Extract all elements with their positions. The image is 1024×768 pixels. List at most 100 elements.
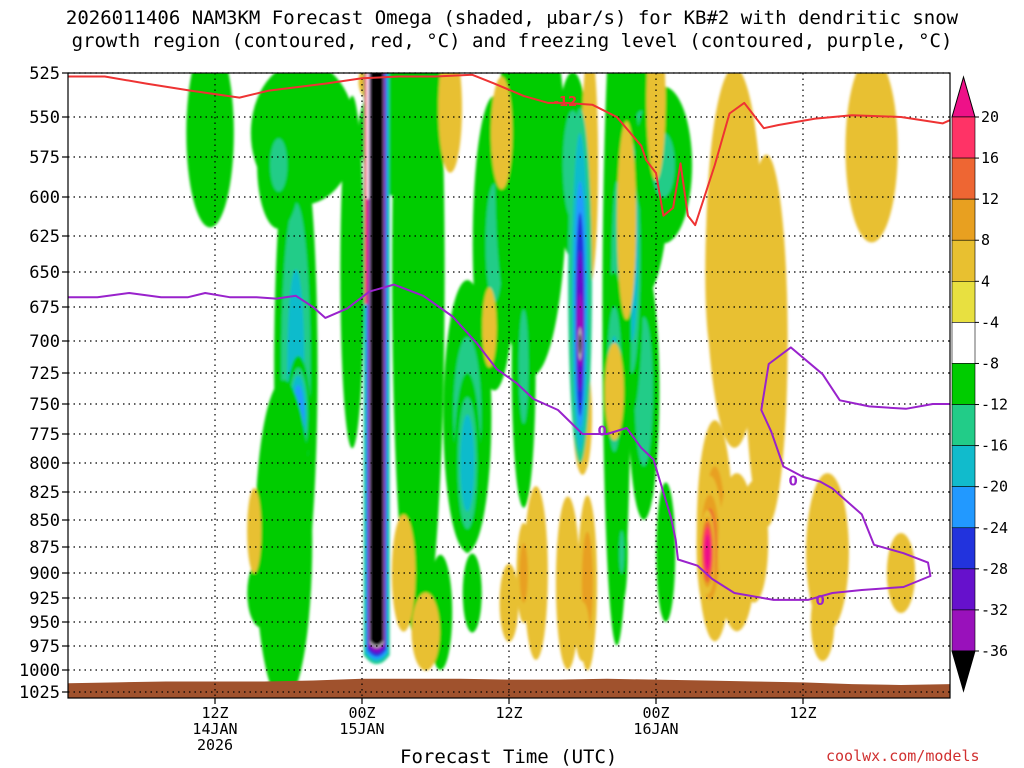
chart-title-line-2: growth region (contoured, red, °C) and f… [71,30,953,52]
y-tick-label: 700 [29,332,60,352]
colorbar-segment [951,363,976,405]
x-tick-label: 15JAN [339,720,384,738]
omega-shade [646,73,666,181]
x-axis-title: Forecast Time (UTC) [400,746,618,768]
omega-shade [462,553,482,633]
dendritic-snow-growth-region-contour [68,73,950,227]
colorbar-low-triangle [951,650,976,693]
omega-shade [482,287,497,368]
y-tick-label: 900 [29,564,60,584]
omega-shade [340,95,365,449]
omega-shade [411,592,440,671]
omega-column-shade [366,73,369,199]
omega-column-shade [364,73,368,304]
colorbar-label: 8 [981,231,990,249]
y-tick-label: 1000 [19,661,60,681]
colorbar-label: -16 [981,437,1008,455]
y-tick-label: 600 [29,188,60,208]
colorbar-label: -28 [981,560,1008,578]
colorbar-segment [951,609,976,652]
y-tick-label: 800 [29,454,60,474]
x-tick-label: 2026 [197,736,233,754]
colorbar-segment [951,157,976,200]
y-tick-label: 925 [29,589,60,609]
terrain [68,678,950,698]
colorbar-segment [951,445,976,487]
credit-text: coolwx.com/models [826,747,980,765]
colorbar-label: 16 [981,149,999,167]
terrain-fill [68,678,950,698]
colorbar-segment [951,568,976,611]
omega-shade [254,380,313,698]
x-tick-label: 16JAN [633,720,678,738]
omega-shade [739,480,769,603]
colorbar: 20 16 12 8 4 -4 -8 -12 -16 -20 -24 -28 -32 -36 [951,75,1008,693]
colorbar-label: -20 [981,478,1008,496]
colorbar-segment [951,486,976,529]
colorbar-label: -12 [981,396,1008,414]
omega-shade [575,601,590,662]
colorbar-label: -24 [981,519,1008,537]
axes: 525 550 575 600 625 650 675 700 725 750 775 800 825 8… [19,64,951,754]
colorbar-label: -36 [981,642,1008,660]
omega-shade [617,121,637,320]
colorbar-segment [951,404,976,446]
x-tick-label: 00Z [348,704,375,722]
omega-shade [519,543,528,603]
colorbar-label: -32 [981,601,1008,619]
chart-title-line-1: 2026011406 NAM3KM Forecast Omega (shaded… [65,7,959,29]
omega-shade [518,309,529,424]
omega-column-shade [578,334,582,354]
y-tick-label: 775 [29,425,60,445]
y-tick-label: 550 [29,108,60,128]
y-tick-label: 575 [29,148,60,168]
y-tick-label: 875 [29,538,60,558]
omega-shade [186,73,234,228]
colorbar-segment [951,527,976,570]
y-tick-label: 625 [29,227,60,247]
y-tick-label: 850 [29,511,60,531]
omega-shade [604,342,624,441]
omega-shade [886,532,916,614]
omega-shade [555,496,580,670]
contour-label: -12 [554,95,578,110]
y-tick-label: 675 [29,298,60,318]
colorbar-high-triangle [951,75,976,118]
y-tick-label: 975 [29,637,60,657]
omega-shade [438,73,463,173]
omega-shade [845,73,898,243]
x-tick-label: 14JAN [192,720,237,738]
x-tick-label: 00Z [642,704,669,722]
omega-shade [499,563,519,642]
y-tick-label: 750 [29,395,60,415]
freezing-level-contour [68,283,950,601]
y-tick-label: 650 [29,263,60,283]
y-tick-label: 725 [29,364,60,384]
colorbar-segment [951,239,976,282]
grid [68,72,950,698]
colorbar-label: 12 [981,190,999,208]
omega-shade [619,530,625,574]
x-tick-label: 12Z [789,704,816,722]
y-tick-label: 525 [29,64,60,84]
x-tick-label: 12Z [495,704,522,722]
contours: -12 0 0 0 [68,73,950,609]
omega-shade [460,414,475,512]
colorbar-segment [951,281,976,323]
colorbar-segment [951,116,976,159]
contour-label: 0 [789,474,798,489]
colorbar-label: 4 [981,272,990,290]
y-tick-label: 950 [29,613,60,633]
colorbar-segment [951,198,976,241]
x-tick-label: 12Z [201,704,228,722]
contour-label: 0 [598,424,607,439]
omega-column-shade [370,73,384,646]
omega-shade [392,73,445,644]
colorbar-segment [951,322,976,364]
colorbar-label: 20 [981,108,999,126]
colorbar-label: -8 [981,354,999,372]
omega-shade [704,534,711,571]
omega-shade [247,488,262,574]
y-tick-label: 1025 [19,683,60,703]
